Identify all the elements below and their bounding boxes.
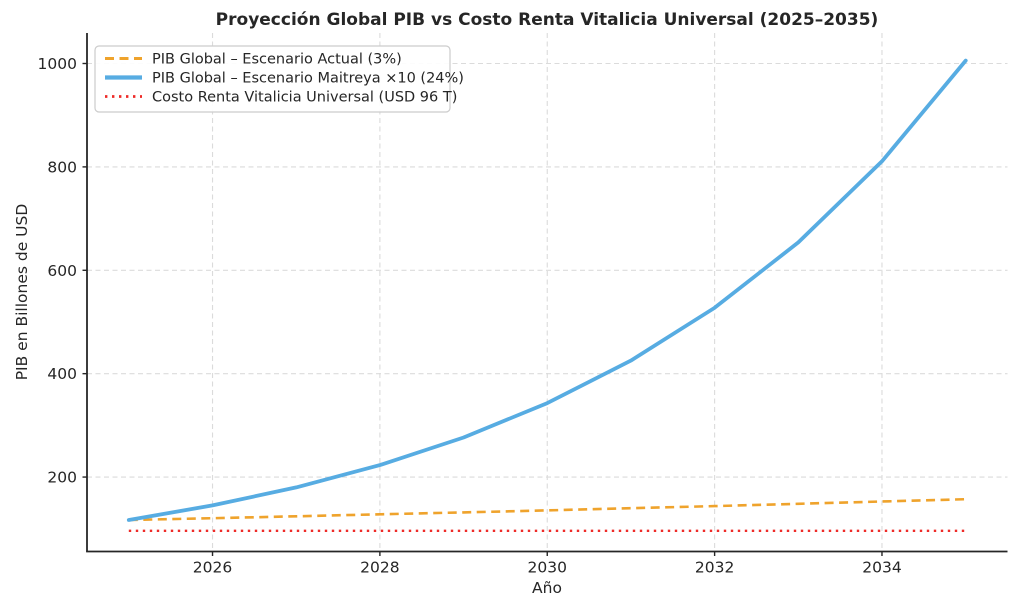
x-tick-label: 2030 <box>528 559 567 577</box>
legend-box <box>94 45 451 113</box>
x-tick-label: 2034 <box>862 559 901 577</box>
series-line-0 <box>128 497 966 522</box>
x-tick-label: 2028 <box>360 559 399 577</box>
x-axis-label: Año <box>532 579 562 597</box>
y-tick-label: 200 <box>47 469 77 487</box>
y-axis-label: PIB en Billones de USD <box>13 204 31 381</box>
legend-item-label: PIB Global – Escenario Actual (3%) <box>152 52 402 68</box>
series-line-1 <box>126 58 968 522</box>
legend: PIB Global – Escenario Actual (3%) PIB Gl… <box>94 45 464 113</box>
x-tick-label: 2032 <box>695 559 734 577</box>
legend-item-label: PIB Global – Escenario Maitreya ×10 (24%… <box>152 71 464 87</box>
y-tick-label: 400 <box>47 365 77 383</box>
chart-title: Proyección Global PIB vs Costo Renta Vit… <box>216 10 879 30</box>
series-layer <box>126 58 968 532</box>
x-tick-label: 2026 <box>193 559 232 577</box>
y-tick-label: 800 <box>47 158 77 176</box>
axes-layer <box>82 33 1008 556</box>
y-tick-label: 600 <box>47 262 77 280</box>
legend-item-label: Costo Renta Vitalicia Universal (USD 96 … <box>152 90 457 106</box>
tick-labels-layer: 200 400 600 800 1000 2026 2028 2030 2032 2034 <box>38 55 902 577</box>
y-tick-label: 1000 <box>38 55 77 73</box>
